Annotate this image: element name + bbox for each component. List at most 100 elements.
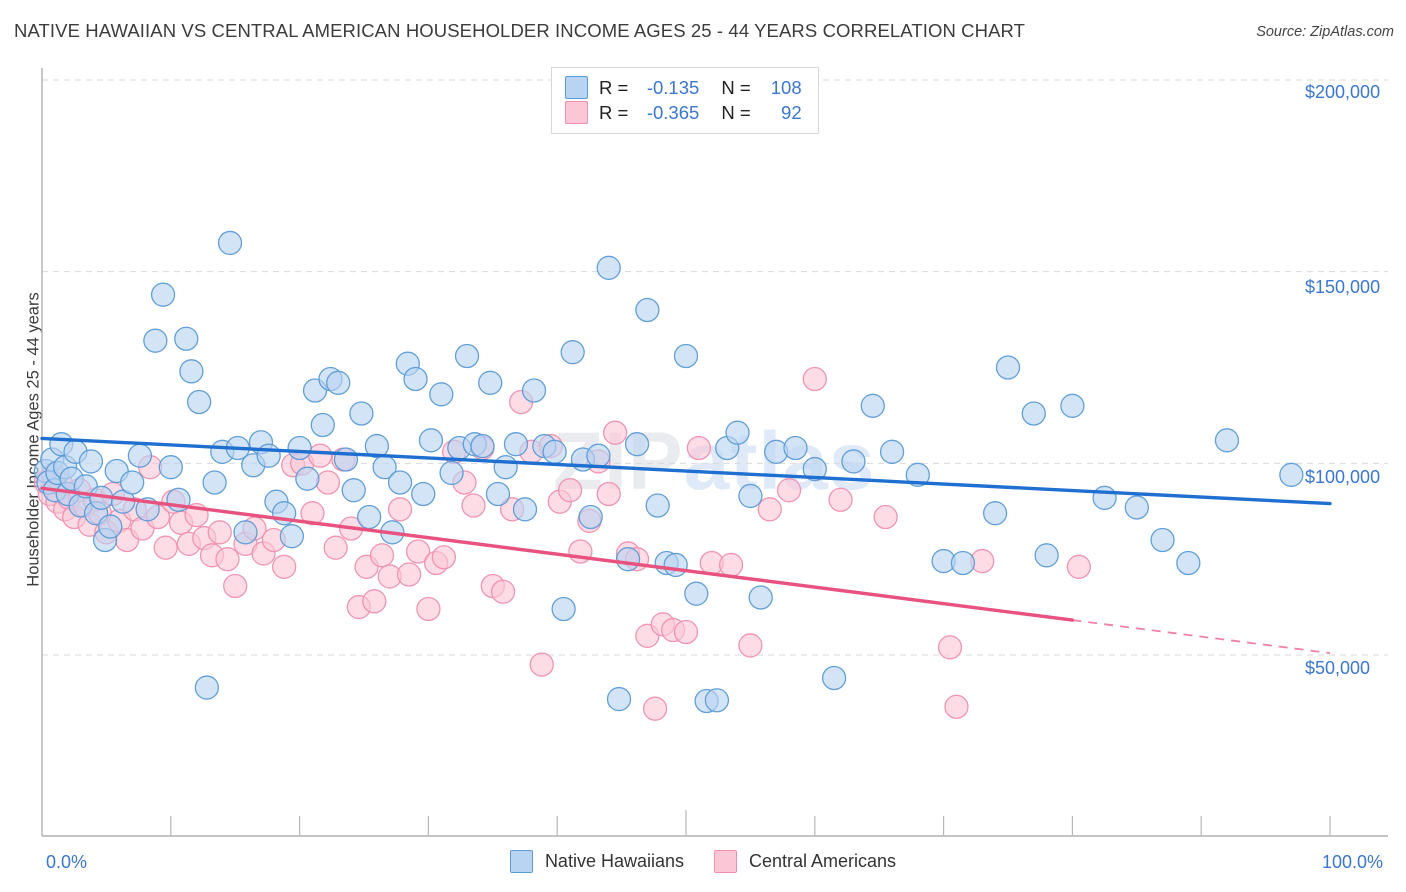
scatter-point [615, 547, 641, 572]
legend-swatch-central-americans [714, 850, 737, 873]
scatter-point [478, 370, 503, 395]
legend-item-central-americans[interactable]: Central Americans [714, 850, 896, 873]
stats-n-key-blue: N = [721, 76, 751, 98]
scatter-point [127, 443, 153, 468]
scatter-point [454, 343, 480, 369]
scatter-point [256, 443, 281, 468]
stats-r-value-pink: -0.365 [646, 101, 700, 123]
scatter-point [310, 412, 335, 438]
scatter-point [418, 428, 444, 453]
scatter-point [1176, 550, 1201, 576]
scatter-point [748, 585, 773, 610]
scatter-point [905, 462, 930, 487]
scatter-point [271, 554, 297, 579]
source-attribution: Source: ZipAtlas.com [1256, 24, 1394, 40]
scatter-point [718, 552, 744, 578]
x-axis-ticks [41, 810, 1331, 836]
scatter-point [663, 552, 688, 578]
scatter-point [1124, 495, 1149, 520]
scatter-point [1214, 428, 1240, 453]
stats-r-key-blue: R = [599, 76, 629, 98]
scatter-point [1034, 543, 1059, 568]
scatter-point [369, 543, 395, 568]
scatter-point [944, 694, 969, 719]
scatter-points-central-americans [33, 366, 1091, 721]
scatter-point [143, 328, 168, 353]
scatter-point [757, 497, 782, 522]
scatter-point [560, 340, 585, 365]
scatter-point [194, 675, 220, 700]
scatter-point [326, 370, 351, 395]
scatter-point [828, 487, 853, 512]
scatter-point [485, 481, 511, 507]
scatter-point [873, 504, 898, 530]
scatter-point [606, 686, 632, 712]
scatter-point [738, 633, 763, 658]
scatter-point [174, 326, 199, 351]
scatter-point [470, 433, 495, 459]
y-tick-150000: $150,000 [1305, 277, 1381, 297]
scatter-point [937, 635, 963, 660]
scatter-point [557, 478, 583, 503]
scatter-point [416, 596, 441, 622]
scatter-point [529, 652, 554, 677]
scatter-point [150, 282, 176, 307]
scatter-point [512, 497, 538, 522]
scatter-point [461, 493, 486, 518]
scatter-point [821, 665, 847, 691]
scatter-point [333, 447, 359, 472]
stats-swatch-central-americans [565, 101, 588, 124]
scatter-point [982, 501, 1008, 526]
scatter-point [551, 596, 576, 622]
scatter-point [403, 366, 428, 392]
scatter-point [295, 466, 320, 491]
trend-line-central-americans [40, 486, 1075, 622]
trend-lines [40, 436, 1332, 654]
axis-lines [41, 68, 1388, 837]
x-tick-min: 0.0% [46, 852, 88, 872]
scatter-point [684, 581, 709, 606]
page-title: NATIVE HAWAIIAN VS CENTRAL AMERICAN HOUS… [14, 20, 1026, 41]
scatter-point [387, 497, 413, 522]
scatter-point [503, 432, 529, 457]
scatter-point [356, 504, 382, 530]
scatter-point [645, 493, 670, 518]
scatter-point [950, 550, 976, 576]
scatter-point [153, 535, 178, 560]
legend-swatch-native-hawaiians [509, 850, 533, 873]
scatter-point [1092, 485, 1117, 510]
scatter-point [596, 255, 621, 280]
scatter-point [411, 481, 436, 507]
scatter-point [841, 449, 866, 474]
scatter-point [215, 547, 240, 572]
scatter-point [396, 562, 422, 587]
stats-n-value-pink: 92 [781, 101, 802, 123]
legend-item-native-hawaiians[interactable]: Native Hawaiians [509, 850, 684, 873]
scatter-point [300, 501, 325, 526]
scatter-point [217, 230, 243, 256]
scatter-point [603, 420, 628, 445]
stats-r-value-blue: -0.135 [646, 76, 700, 98]
scatter-point [642, 696, 668, 721]
scatter-point [586, 443, 611, 468]
scatter-point [202, 470, 227, 495]
trend-line-native-hawaiians [40, 436, 1332, 506]
scatter-point [802, 366, 827, 392]
scatter-point [120, 470, 145, 495]
stats-n-key-pink: N = [721, 101, 751, 123]
scatter-point [1279, 462, 1304, 487]
scatter-point [1060, 393, 1085, 418]
scatter-point [362, 589, 387, 614]
scatter-point [78, 449, 104, 474]
trend-line-central-americans-projected [1072, 619, 1331, 654]
scatter-point [673, 343, 699, 369]
y-tick-100000: $100,000 [1305, 467, 1381, 487]
scatter-point [879, 439, 905, 464]
scatter-point [704, 688, 730, 713]
scatter-point [429, 382, 454, 407]
scatter-point [405, 539, 431, 564]
scatter-point [233, 520, 258, 545]
stats-n-value-blue: 108 [770, 76, 802, 98]
